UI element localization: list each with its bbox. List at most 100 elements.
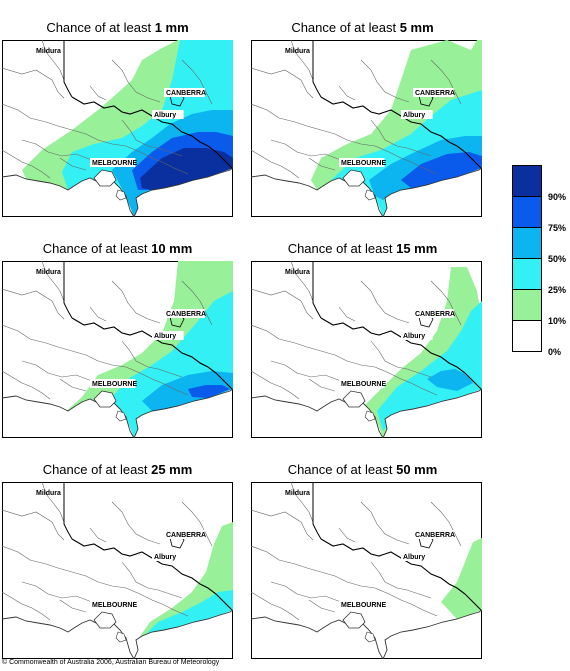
place-label-bg bbox=[413, 530, 454, 539]
map-panel-50mm: Mildura CANBERRA Albury MELBOURNE bbox=[251, 482, 482, 659]
district-boundary bbox=[181, 59, 213, 105]
district-boundary bbox=[89, 306, 107, 322]
district-boundary bbox=[251, 324, 348, 362]
district-boundary bbox=[360, 59, 410, 103]
legend-label-25: 25% bbox=[548, 285, 567, 295]
place-label-canberra: CANBERRA bbox=[166, 311, 206, 318]
district-boundary bbox=[121, 119, 183, 157]
probability-legend: 90% 75% 50% 25% 10% 0% bbox=[512, 165, 566, 357]
district-boundary bbox=[59, 599, 87, 613]
map-panel-25mm: Mildura CANBERRA Albury MELBOURNE bbox=[2, 482, 233, 659]
district-boundary bbox=[270, 360, 342, 382]
copyright-notice: © Commonwealth of Australia 2006, Austra… bbox=[2, 659, 220, 666]
rain-region-50pct bbox=[142, 371, 233, 411]
place-label-bg bbox=[164, 309, 205, 318]
district-boundary bbox=[89, 85, 107, 101]
place-label-bg bbox=[413, 88, 454, 97]
district-boundary bbox=[430, 280, 462, 326]
rain-region-25pct bbox=[377, 301, 482, 431]
panel-title-25mm: Chance of at least 25 mm bbox=[0, 462, 235, 477]
map-canvas-50mm: Mildura CANBERRA Albury MELBOURNE bbox=[251, 482, 482, 659]
place-label-canberra: CANBERRA bbox=[415, 90, 455, 97]
place-label-bg bbox=[90, 379, 136, 388]
district-boundary bbox=[308, 157, 336, 171]
legend-label-50: 50% bbox=[548, 254, 567, 264]
state-border bbox=[320, 96, 482, 169]
rain-region-50pct bbox=[427, 369, 473, 391]
district-boundary bbox=[21, 360, 93, 382]
place-label-bg bbox=[152, 110, 184, 119]
place-label-canberra: CANBERRA bbox=[415, 532, 455, 539]
rain-region-25pct bbox=[142, 590, 233, 638]
legend-swatch-10 bbox=[512, 289, 542, 321]
rain-probability-shading bbox=[136, 522, 233, 652]
district-boundary bbox=[290, 40, 314, 81]
district-boundary bbox=[97, 360, 189, 396]
place-label-albury: Albury bbox=[403, 333, 425, 340]
district-boundary bbox=[2, 509, 65, 541]
place-label-bg bbox=[401, 552, 433, 561]
legend-label-0: 0% bbox=[548, 347, 562, 357]
district-boundary bbox=[290, 261, 314, 302]
panel-title-prefix: Chance of at least bbox=[42, 462, 152, 477]
panel-title-amount: 5 mm bbox=[399, 20, 434, 35]
district-boundary bbox=[41, 261, 65, 302]
district-boundary bbox=[360, 280, 410, 324]
state-border bbox=[63, 482, 73, 540]
place-label-bg bbox=[152, 331, 184, 340]
district-boundary bbox=[59, 378, 87, 392]
state-border bbox=[71, 317, 233, 390]
panel-title-amount: 50 mm bbox=[396, 462, 438, 477]
place-label-bg bbox=[339, 600, 385, 609]
district-boundary bbox=[251, 370, 300, 400]
island bbox=[364, 631, 376, 643]
legend-swatch-75 bbox=[512, 196, 542, 228]
district-boundary bbox=[251, 288, 314, 320]
rain-region-75pct bbox=[188, 385, 230, 398]
district-boundary bbox=[370, 119, 432, 157]
district-boundary bbox=[2, 591, 51, 621]
rain-region-25pct bbox=[331, 90, 482, 217]
port-phillip-bay bbox=[93, 611, 117, 629]
place-label-melbourne: MELBOURNE bbox=[341, 602, 386, 609]
district-boundary bbox=[89, 527, 107, 543]
panel-title-prefix: Chance of at least bbox=[291, 20, 400, 35]
district-boundary bbox=[2, 67, 65, 99]
district-boundary bbox=[2, 324, 99, 362]
panel-title-prefix: Chance of at least bbox=[287, 241, 397, 256]
district-boundary bbox=[346, 139, 438, 175]
port-phillip-bay bbox=[342, 390, 366, 408]
legend-swatch-90 bbox=[512, 165, 542, 197]
district-boundary bbox=[2, 370, 51, 400]
district-boundary bbox=[111, 280, 161, 324]
map-panel-1mm: Mildura CANBERRA Albury MELBOURNE bbox=[2, 40, 233, 217]
place-label-bg bbox=[90, 158, 136, 167]
island bbox=[115, 631, 127, 643]
place-label-melbourne: MELBOURNE bbox=[92, 160, 137, 167]
district-boundary bbox=[21, 139, 93, 161]
legend-label-10: 10% bbox=[548, 316, 567, 326]
place-label-canberra: CANBERRA bbox=[166, 90, 206, 97]
place-label-canberra: CANBERRA bbox=[415, 311, 455, 318]
district-boundary bbox=[121, 561, 183, 599]
place-label-bg bbox=[401, 110, 433, 119]
district-boundary bbox=[251, 149, 300, 179]
port-phillip-bay bbox=[342, 169, 366, 187]
place-label-mildura: Mildura bbox=[285, 490, 310, 497]
place-label-albury: Albury bbox=[403, 554, 425, 561]
district-boundary bbox=[338, 85, 356, 101]
legend-label-75: 75% bbox=[548, 223, 567, 233]
rain-region-10pct bbox=[441, 538, 482, 619]
place-label-melbourne: MELBOURNE bbox=[341, 381, 386, 388]
place-label-mildura: Mildura bbox=[285, 48, 310, 55]
place-label-albury: Albury bbox=[154, 333, 176, 340]
district-boundary bbox=[338, 306, 356, 322]
panel-title-prefix: Chance of at least bbox=[46, 20, 155, 35]
map-canvas-25mm: Mildura CANBERRA Albury MELBOURNE bbox=[2, 482, 233, 659]
rain-probability-shading bbox=[441, 538, 482, 619]
state-border bbox=[320, 317, 482, 390]
district-boundary bbox=[346, 360, 438, 396]
map-panel-15mm: Mildura CANBERRA Albury MELBOURNE bbox=[251, 261, 482, 438]
map-panel-10mm: Mildura CANBERRA Albury MELBOURNE bbox=[2, 261, 233, 438]
district-boundary bbox=[370, 561, 432, 599]
